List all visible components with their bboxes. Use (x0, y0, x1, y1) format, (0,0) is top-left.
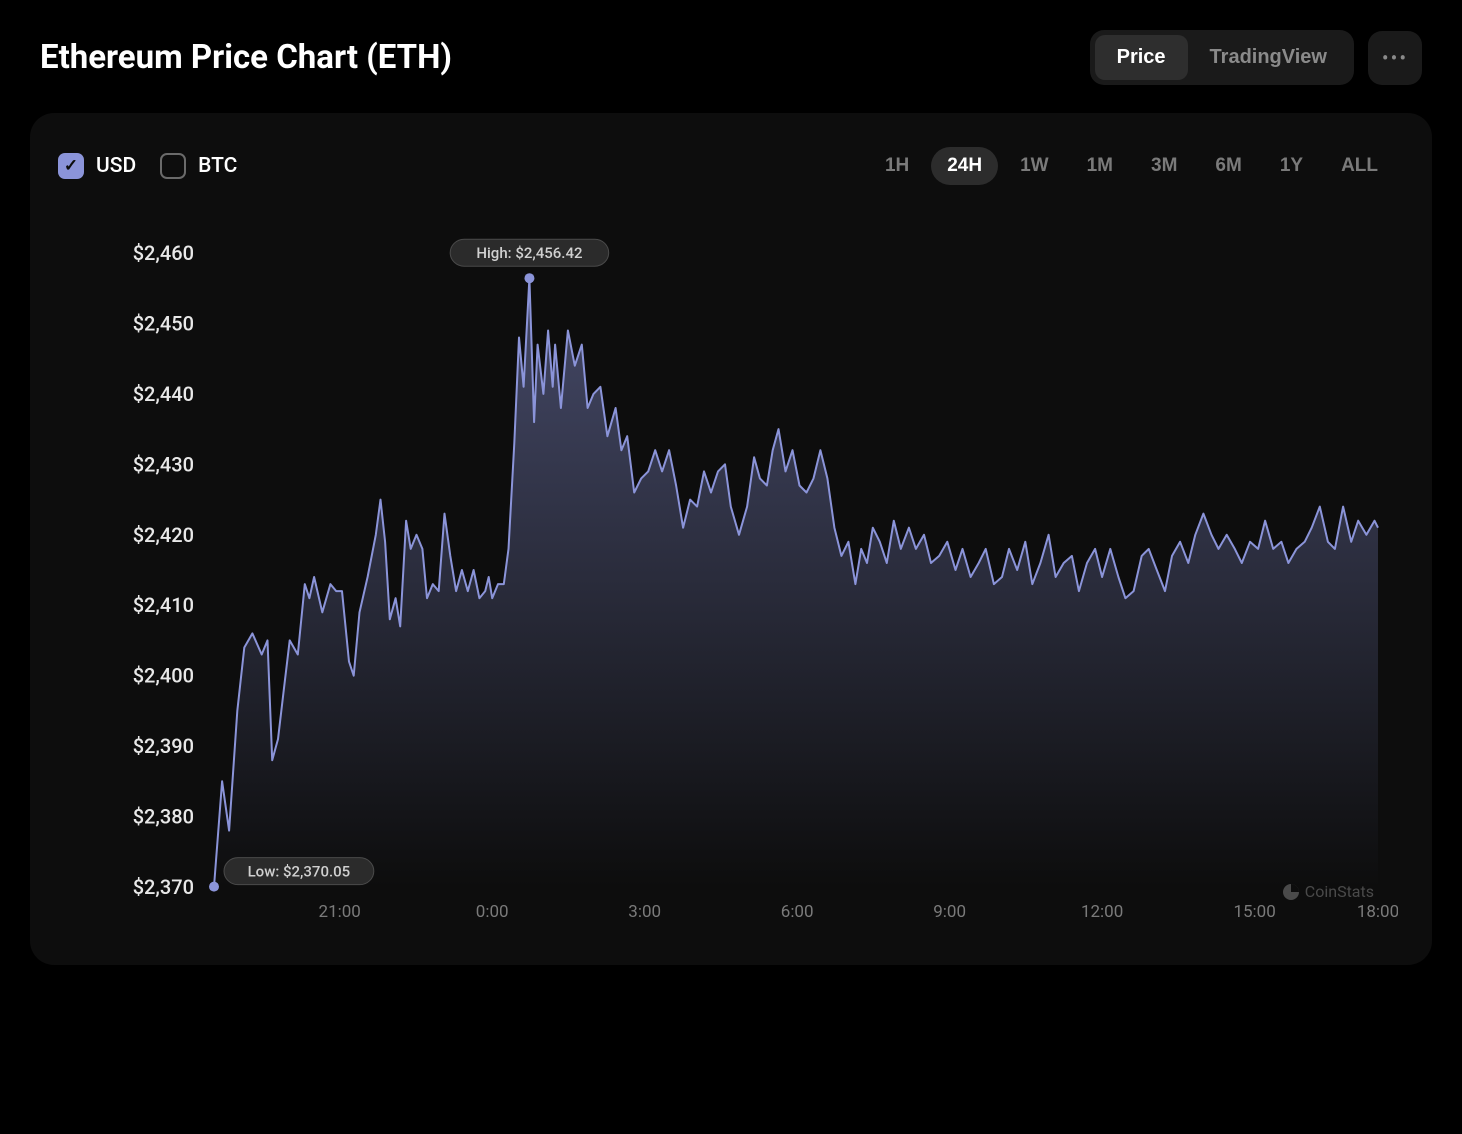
svg-text:Low: $2,370.05: Low: $2,370.05 (248, 862, 351, 880)
range-1w[interactable]: 1W (1004, 147, 1065, 185)
currency-toggles: ✓ USD BTC (58, 153, 237, 179)
price-chart: $2,370 $2,380 $2,390 $2,400 $2,410 $2,420 $2,4… (58, 213, 1398, 943)
card-controls: ✓ USD BTC 1H24H1W1M3M6M1YALL (58, 147, 1404, 185)
view-toggle: PriceTradingView (1090, 30, 1354, 85)
chart-card: ✓USDBTC 1H24H1W1M3M6M1YALL $2,370$2,380$… (30, 113, 1432, 965)
chart-annotation: Low: $2,370.05 (224, 858, 374, 885)
y-axis-label: $2,390 (133, 734, 194, 758)
currency-label: USD (96, 154, 136, 178)
range-3m[interactable]: 3M (1135, 147, 1193, 185)
y-axis-label: $2,380 (133, 805, 194, 829)
currency-toggle-usd[interactable]: ✓ USD (58, 153, 136, 179)
x-axis-label: 3:00 (628, 902, 661, 922)
view-tab-tradingview[interactable]: TradingView (1188, 35, 1349, 80)
brand-label: CoinStats (1305, 882, 1374, 901)
x-axis-label: 6:00 (781, 902, 814, 922)
checkmark-icon: ✓ (64, 156, 78, 176)
range-1m[interactable]: 1M (1071, 147, 1129, 185)
chart-container: $2,370 $2,380 $2,390 $2,400 $2,410 $2,420 $2,4… (58, 213, 1404, 947)
chart-marker (524, 273, 534, 283)
more-button[interactable]: ••• (1368, 31, 1422, 85)
x-axis-label: 9:00 (933, 902, 966, 922)
checkbox-icon (160, 153, 186, 179)
range-toggles: 1H24H1W1M3M6M1YALL (869, 147, 1394, 185)
brand-icon (1283, 884, 1299, 900)
page-title: Ethereum Price Chart (ETH) (40, 38, 452, 77)
currency-label: BTC (198, 154, 237, 178)
y-axis-label: $2,460 (133, 241, 194, 265)
range-24h[interactable]: 24H (931, 147, 998, 185)
chart-area (214, 278, 1378, 887)
y-axis-label: $2,430 (133, 452, 194, 476)
x-axis-label: 21:00 (319, 902, 361, 922)
x-axis-label: 18:00 (1357, 902, 1398, 922)
header: Ethereum Price Chart (ETH) PriceTradingV… (30, 30, 1432, 85)
header-controls: PriceTradingView ••• (1090, 30, 1422, 85)
svg-text:High: $2,456.42: High: $2,456.42 (476, 244, 582, 262)
y-axis-label: $2,410 (133, 593, 194, 617)
view-tab-price[interactable]: Price (1095, 35, 1188, 80)
range-6m[interactable]: 6M (1199, 147, 1257, 185)
range-1y[interactable]: 1Y (1264, 147, 1319, 185)
more-icon: ••• (1382, 46, 1408, 70)
currency-toggle-btc[interactable]: BTC (160, 153, 237, 179)
y-axis-label: $2,450 (133, 311, 194, 335)
chart-annotation: High: $2,456.42 (450, 239, 608, 266)
x-axis-label: 0:00 (476, 902, 509, 922)
y-axis-label: $2,420 (133, 523, 194, 547)
y-axis-label: $2,400 (133, 664, 194, 688)
range-1h[interactable]: 1H (869, 147, 925, 185)
checkbox-icon: ✓ (58, 153, 84, 179)
x-axis-label: 15:00 (1233, 902, 1275, 922)
x-axis-label: 12:00 (1081, 902, 1123, 922)
brand-watermark: CoinStats (1283, 882, 1374, 901)
y-axis-label: $2,440 (133, 382, 194, 406)
chart-marker (209, 882, 219, 892)
y-axis-label: $2,370 (133, 875, 194, 899)
range-all[interactable]: ALL (1325, 147, 1394, 185)
